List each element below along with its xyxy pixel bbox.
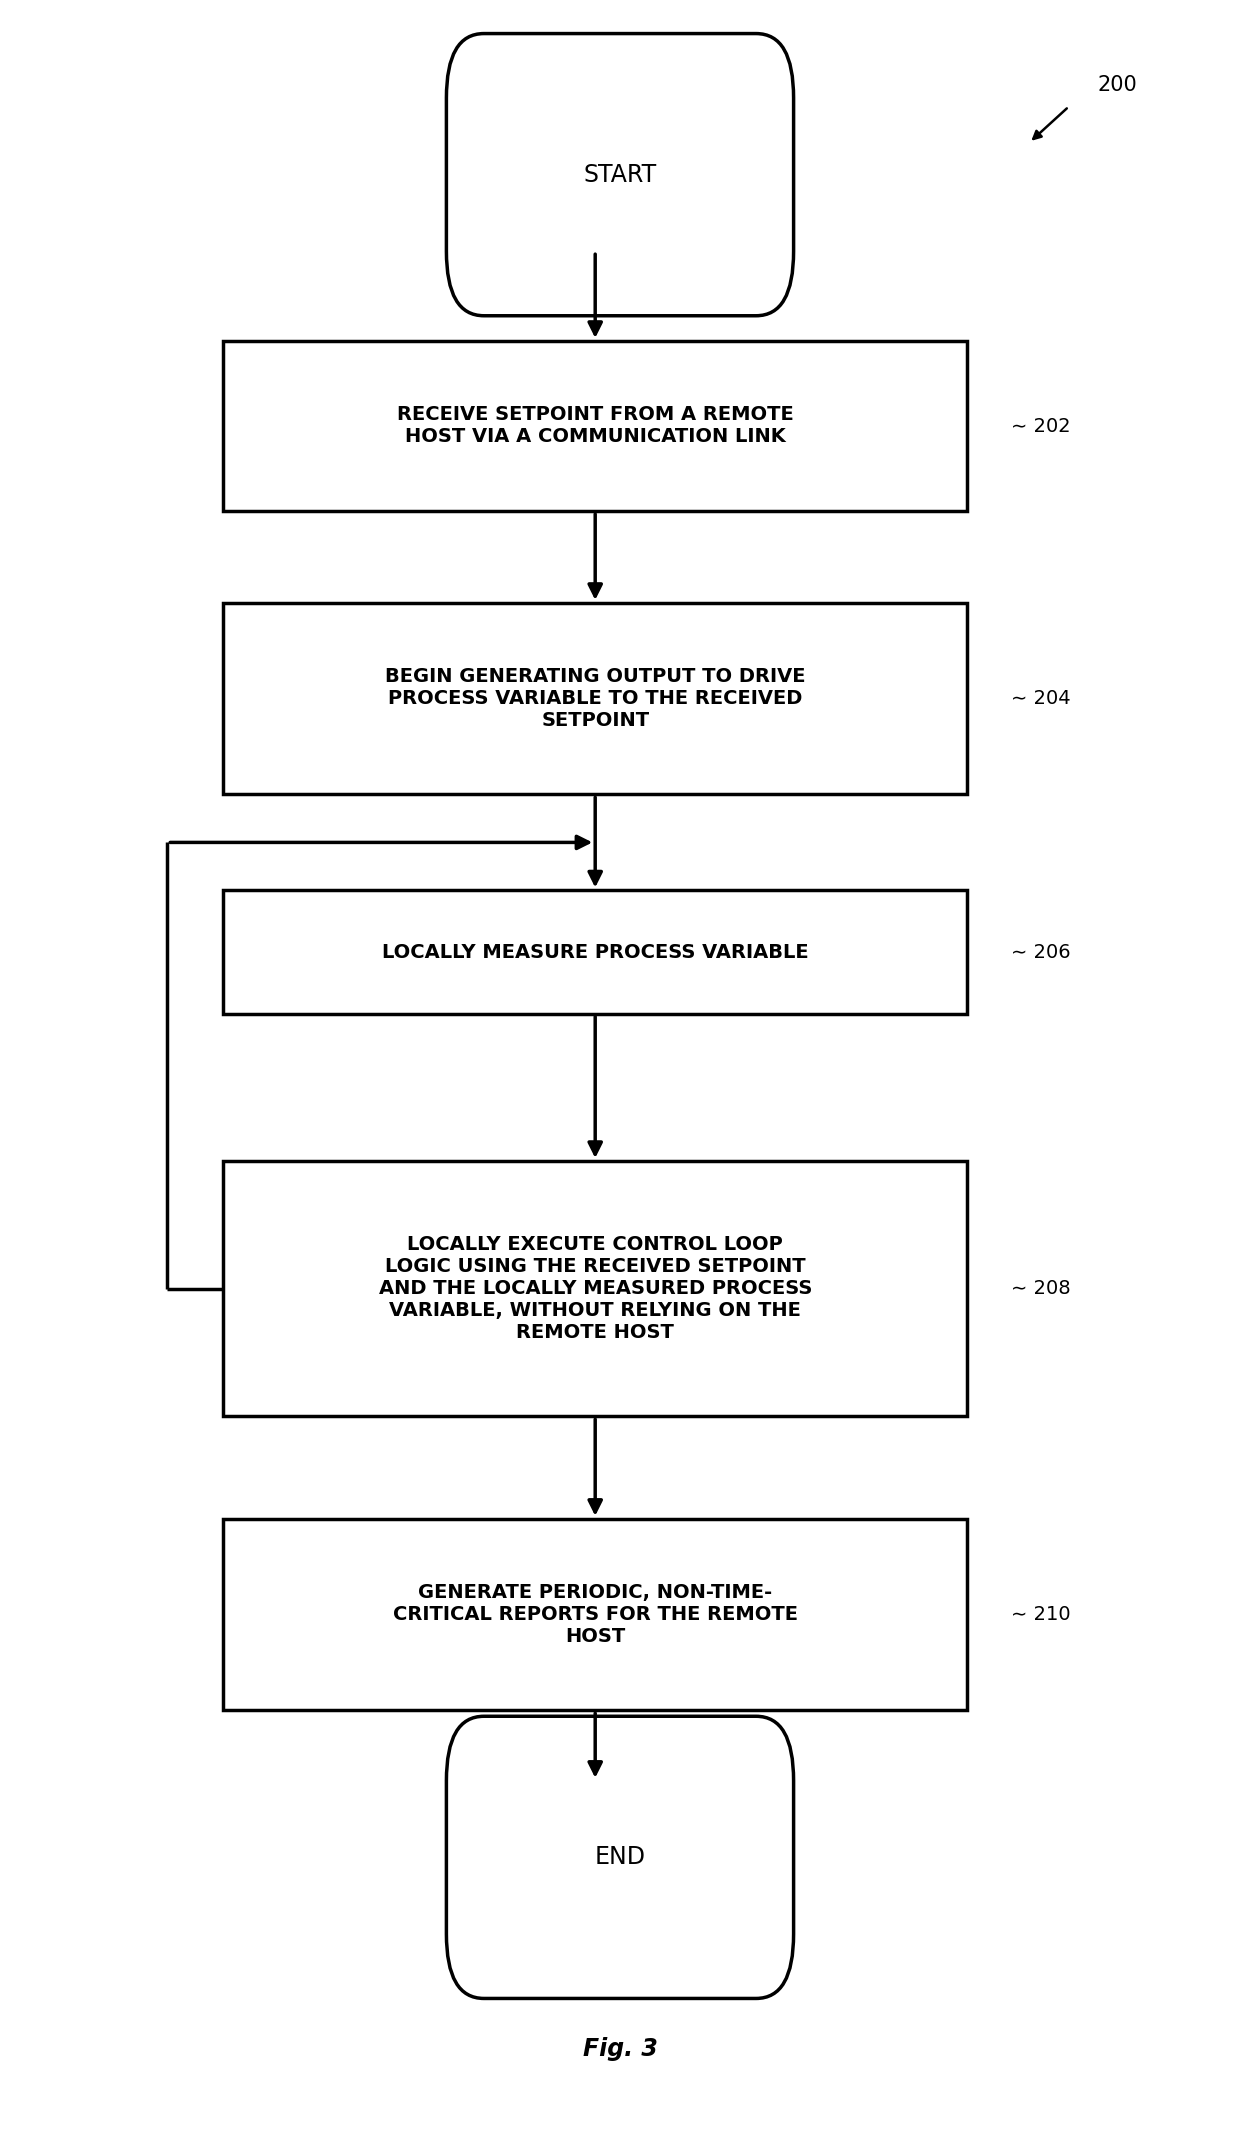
Text: 200: 200 xyxy=(1097,75,1137,96)
FancyBboxPatch shape xyxy=(223,1519,967,1710)
FancyBboxPatch shape xyxy=(223,341,967,511)
Text: RECEIVE SETPOINT FROM A REMOTE
HOST VIA A COMMUNICATION LINK: RECEIVE SETPOINT FROM A REMOTE HOST VIA … xyxy=(397,405,794,447)
Text: START: START xyxy=(583,162,657,187)
Text: ∼ 210: ∼ 210 xyxy=(1011,1606,1070,1623)
Text: LOCALLY MEASURE PROCESS VARIABLE: LOCALLY MEASURE PROCESS VARIABLE xyxy=(382,944,808,961)
FancyBboxPatch shape xyxy=(223,603,967,794)
Text: END: END xyxy=(594,1845,646,1870)
FancyBboxPatch shape xyxy=(446,1717,794,1998)
Text: ∼ 204: ∼ 204 xyxy=(1011,690,1070,707)
FancyBboxPatch shape xyxy=(223,890,967,1014)
Text: LOCALLY EXECUTE CONTROL LOOP
LOGIC USING THE RECEIVED SETPOINT
AND THE LOCALLY M: LOCALLY EXECUTE CONTROL LOOP LOGIC USING… xyxy=(378,1235,812,1342)
Text: GENERATE PERIODIC, NON-TIME-
CRITICAL REPORTS FOR THE REMOTE
HOST: GENERATE PERIODIC, NON-TIME- CRITICAL RE… xyxy=(393,1583,797,1646)
Text: BEGIN GENERATING OUTPUT TO DRIVE
PROCESS VARIABLE TO THE RECEIVED
SETPOINT: BEGIN GENERATING OUTPUT TO DRIVE PROCESS… xyxy=(384,667,806,731)
FancyBboxPatch shape xyxy=(223,1161,967,1416)
Text: ∼ 202: ∼ 202 xyxy=(1011,417,1070,435)
Text: ∼ 208: ∼ 208 xyxy=(1011,1280,1070,1297)
FancyBboxPatch shape xyxy=(446,34,794,315)
Text: Fig. 3: Fig. 3 xyxy=(583,2036,657,2062)
Text: ∼ 206: ∼ 206 xyxy=(1011,944,1070,961)
